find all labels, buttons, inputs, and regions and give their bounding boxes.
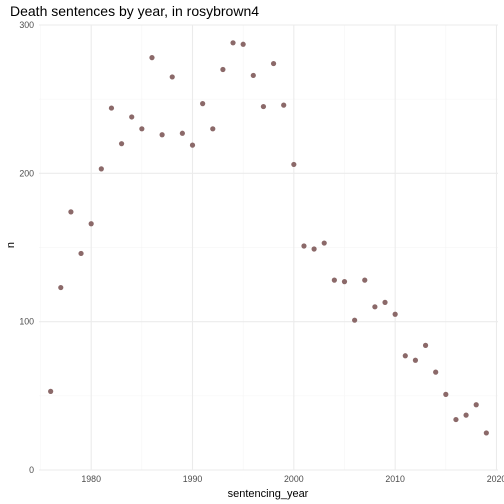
data-point — [311, 246, 316, 251]
x-tick-label: 1990 — [183, 474, 203, 484]
x-tick-label: 2010 — [385, 474, 405, 484]
x-tick-label: 2000 — [284, 474, 304, 484]
chart-title: Death sentences by year, in rosybrown4 — [10, 3, 259, 19]
data-point — [271, 61, 276, 66]
data-point — [241, 42, 246, 47]
data-point — [68, 209, 73, 214]
data-point — [170, 74, 175, 79]
y-axis-ticks: 0 100 200 300 — [19, 20, 34, 475]
data-point — [89, 221, 94, 226]
x-axis-title: sentencing_year — [228, 488, 309, 500]
y-tick-label: 300 — [19, 20, 34, 30]
data-point — [109, 105, 114, 110]
data-point — [403, 353, 408, 358]
data-point — [322, 240, 327, 245]
data-point — [119, 141, 124, 146]
x-tick-label: 2020 — [487, 474, 504, 484]
x-axis-ticks: 1980 1990 2000 2010 2020 — [81, 474, 504, 484]
data-point — [301, 243, 306, 248]
data-point — [200, 101, 205, 106]
data-point — [382, 300, 387, 305]
data-point — [474, 402, 479, 407]
y-tick-label: 100 — [19, 317, 34, 327]
data-point — [160, 132, 165, 137]
data-point — [433, 370, 438, 375]
data-point — [129, 114, 134, 119]
data-point — [139, 126, 144, 131]
data-points — [48, 40, 489, 435]
data-point — [251, 73, 256, 78]
data-point — [443, 392, 448, 397]
data-point — [362, 278, 367, 283]
data-point — [352, 318, 357, 323]
data-point — [78, 251, 83, 256]
data-point — [463, 413, 468, 418]
data-point — [48, 389, 53, 394]
data-point — [372, 304, 377, 309]
data-point — [99, 166, 104, 171]
y-tick-label: 200 — [19, 168, 34, 178]
grid — [39, 25, 498, 470]
data-point — [342, 279, 347, 284]
data-point — [484, 430, 489, 435]
data-point — [220, 67, 225, 72]
data-point — [281, 103, 286, 108]
data-point — [393, 312, 398, 317]
data-point — [291, 162, 296, 167]
data-point — [180, 131, 185, 136]
data-point — [453, 417, 458, 422]
data-point — [58, 285, 63, 290]
data-point — [261, 104, 266, 109]
data-point — [190, 143, 195, 148]
x-tick-label: 1980 — [81, 474, 101, 484]
data-point — [210, 126, 215, 131]
data-point — [149, 55, 154, 60]
data-point — [332, 278, 337, 283]
data-point — [413, 358, 418, 363]
data-point — [423, 343, 428, 348]
data-point — [230, 40, 235, 45]
y-axis-title: n — [5, 242, 17, 248]
y-tick-label: 0 — [29, 465, 34, 475]
